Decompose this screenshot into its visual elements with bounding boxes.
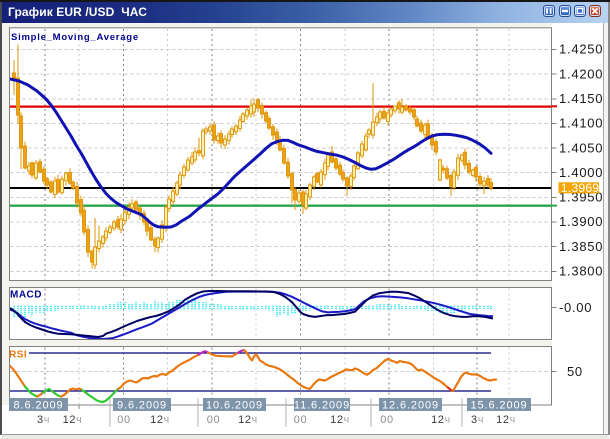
svg-text:12ч: 12ч — [330, 414, 350, 426]
svg-text:1.4150: 1.4150 — [559, 91, 603, 106]
svg-text:12ч: 12ч — [150, 414, 170, 426]
svg-text:12ч: 12ч — [496, 414, 516, 426]
svg-text:00: 00 — [117, 414, 130, 426]
svg-text:-0.00: -0.00 — [559, 300, 592, 315]
svg-text:MACD: MACD — [10, 289, 42, 300]
svg-text:10.6.2009: 10.6.2009 — [206, 399, 263, 411]
svg-text:1.3800: 1.3800 — [559, 264, 603, 279]
svg-text:12ч: 12ч — [238, 414, 258, 426]
svg-text:Simple_Moving_Average: Simple_Moving_Average — [11, 32, 139, 43]
svg-text:9.6.2009: 9.6.2009 — [117, 399, 167, 411]
svg-text:3ч: 3ч — [471, 414, 484, 426]
svg-text:1.4050: 1.4050 — [559, 140, 603, 155]
svg-text:12ч: 12ч — [63, 414, 83, 426]
svg-text:11.6.2009: 11.6.2009 — [294, 399, 350, 411]
svg-text:8.6.2009: 8.6.2009 — [13, 399, 63, 411]
svg-text:12.6.2009: 12.6.2009 — [382, 399, 439, 411]
svg-text:1.4200: 1.4200 — [559, 66, 603, 81]
svg-text:50: 50 — [567, 364, 583, 379]
svg-text:12ч: 12ч — [431, 414, 451, 426]
svg-text:00: 00 — [380, 414, 393, 426]
svg-text:1.4000: 1.4000 — [559, 165, 603, 180]
svg-text:3ч: 3ч — [37, 414, 50, 426]
svg-text:00: 00 — [207, 414, 220, 426]
svg-text:1.3969: 1.3969 — [561, 181, 599, 195]
svg-text:1.4100: 1.4100 — [559, 116, 603, 131]
svg-text:1.4250: 1.4250 — [559, 42, 603, 57]
svg-text:1.3950: 1.3950 — [559, 190, 603, 205]
svg-text:1.3850: 1.3850 — [559, 239, 603, 254]
svg-text:00: 00 — [294, 414, 307, 426]
svg-text:1.3900: 1.3900 — [559, 214, 603, 229]
svg-text:RSI: RSI — [9, 350, 27, 361]
svg-text:15.6.2009: 15.6.2009 — [470, 399, 527, 411]
